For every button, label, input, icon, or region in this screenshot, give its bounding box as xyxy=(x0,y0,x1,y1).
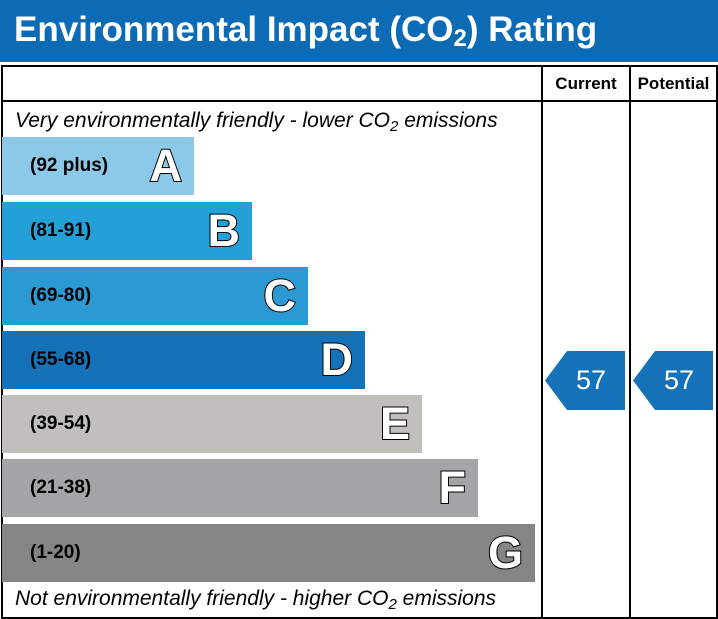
band-range-label: (81-91) xyxy=(30,220,92,241)
column-header-current: Current xyxy=(555,74,617,93)
band-letter: D xyxy=(320,333,354,386)
rating-band-c: (69-80) C xyxy=(2,267,308,325)
title-bar: Environmental Impact (CO2) Rating xyxy=(0,0,718,62)
band-range-label: (92 plus) xyxy=(30,155,109,176)
rating-band-g: (1-20) G xyxy=(2,524,535,582)
band-range-label: (39-54) xyxy=(30,413,92,434)
title-prefix: Environmental Impact (CO xyxy=(14,10,454,49)
note-bottom: Not environmentally friendly - higher CO… xyxy=(15,587,497,613)
divider-potential-column xyxy=(629,65,631,619)
column-header-potential: Potential xyxy=(637,74,710,93)
note-top: Very environmentally friendly - lower CO… xyxy=(15,109,498,135)
note-bottom-prefix: Not environmentally friendly - higher CO xyxy=(15,587,389,610)
rating-band-d: (55-68) D xyxy=(2,331,365,389)
chart-title: Environmental Impact (CO2) Rating xyxy=(14,9,597,51)
band-letter: F xyxy=(438,461,467,514)
rating-band-a: (92 plus) A xyxy=(2,137,194,195)
band-letter: G xyxy=(487,526,524,579)
note-bottom-suffix: emissions xyxy=(396,587,497,610)
note-top-subscript: 2 xyxy=(390,118,399,135)
band-letter: B xyxy=(207,204,241,257)
potential-arrow-shape xyxy=(633,351,713,410)
divider-current-column xyxy=(541,65,543,619)
header-row-divider xyxy=(1,100,718,102)
note-bottom-subscript: 2 xyxy=(388,596,397,613)
band-letter: E xyxy=(379,397,411,450)
rating-band-f: (21-38) F xyxy=(2,459,478,517)
current-rating-arrow: 57 xyxy=(545,351,625,410)
current-arrow-shape xyxy=(545,351,625,410)
band-letter: A xyxy=(149,139,183,192)
title-suffix: ) Rating xyxy=(466,10,598,49)
potential-rating-value: 57 xyxy=(663,365,695,395)
band-range-label: (21-38) xyxy=(30,477,92,498)
title-subscript: 2 xyxy=(453,25,467,52)
current-arrow-polygon xyxy=(545,351,625,410)
band-range-label: (55-68) xyxy=(30,349,92,370)
rating-band-e: (39-54) E xyxy=(2,395,422,453)
rating-band-b: (81-91) B xyxy=(2,202,252,260)
band-range-label: (1-20) xyxy=(30,542,81,563)
note-top-suffix: emissions xyxy=(398,109,498,132)
band-letter: C xyxy=(263,269,297,322)
potential-arrow-polygon xyxy=(633,351,713,410)
potential-rating-arrow: 57 xyxy=(633,351,713,410)
note-top-prefix: Very environmentally friendly - lower CO xyxy=(15,109,391,132)
band-range-label: (69-80) xyxy=(30,285,92,306)
current-rating-value: 57 xyxy=(575,365,607,395)
